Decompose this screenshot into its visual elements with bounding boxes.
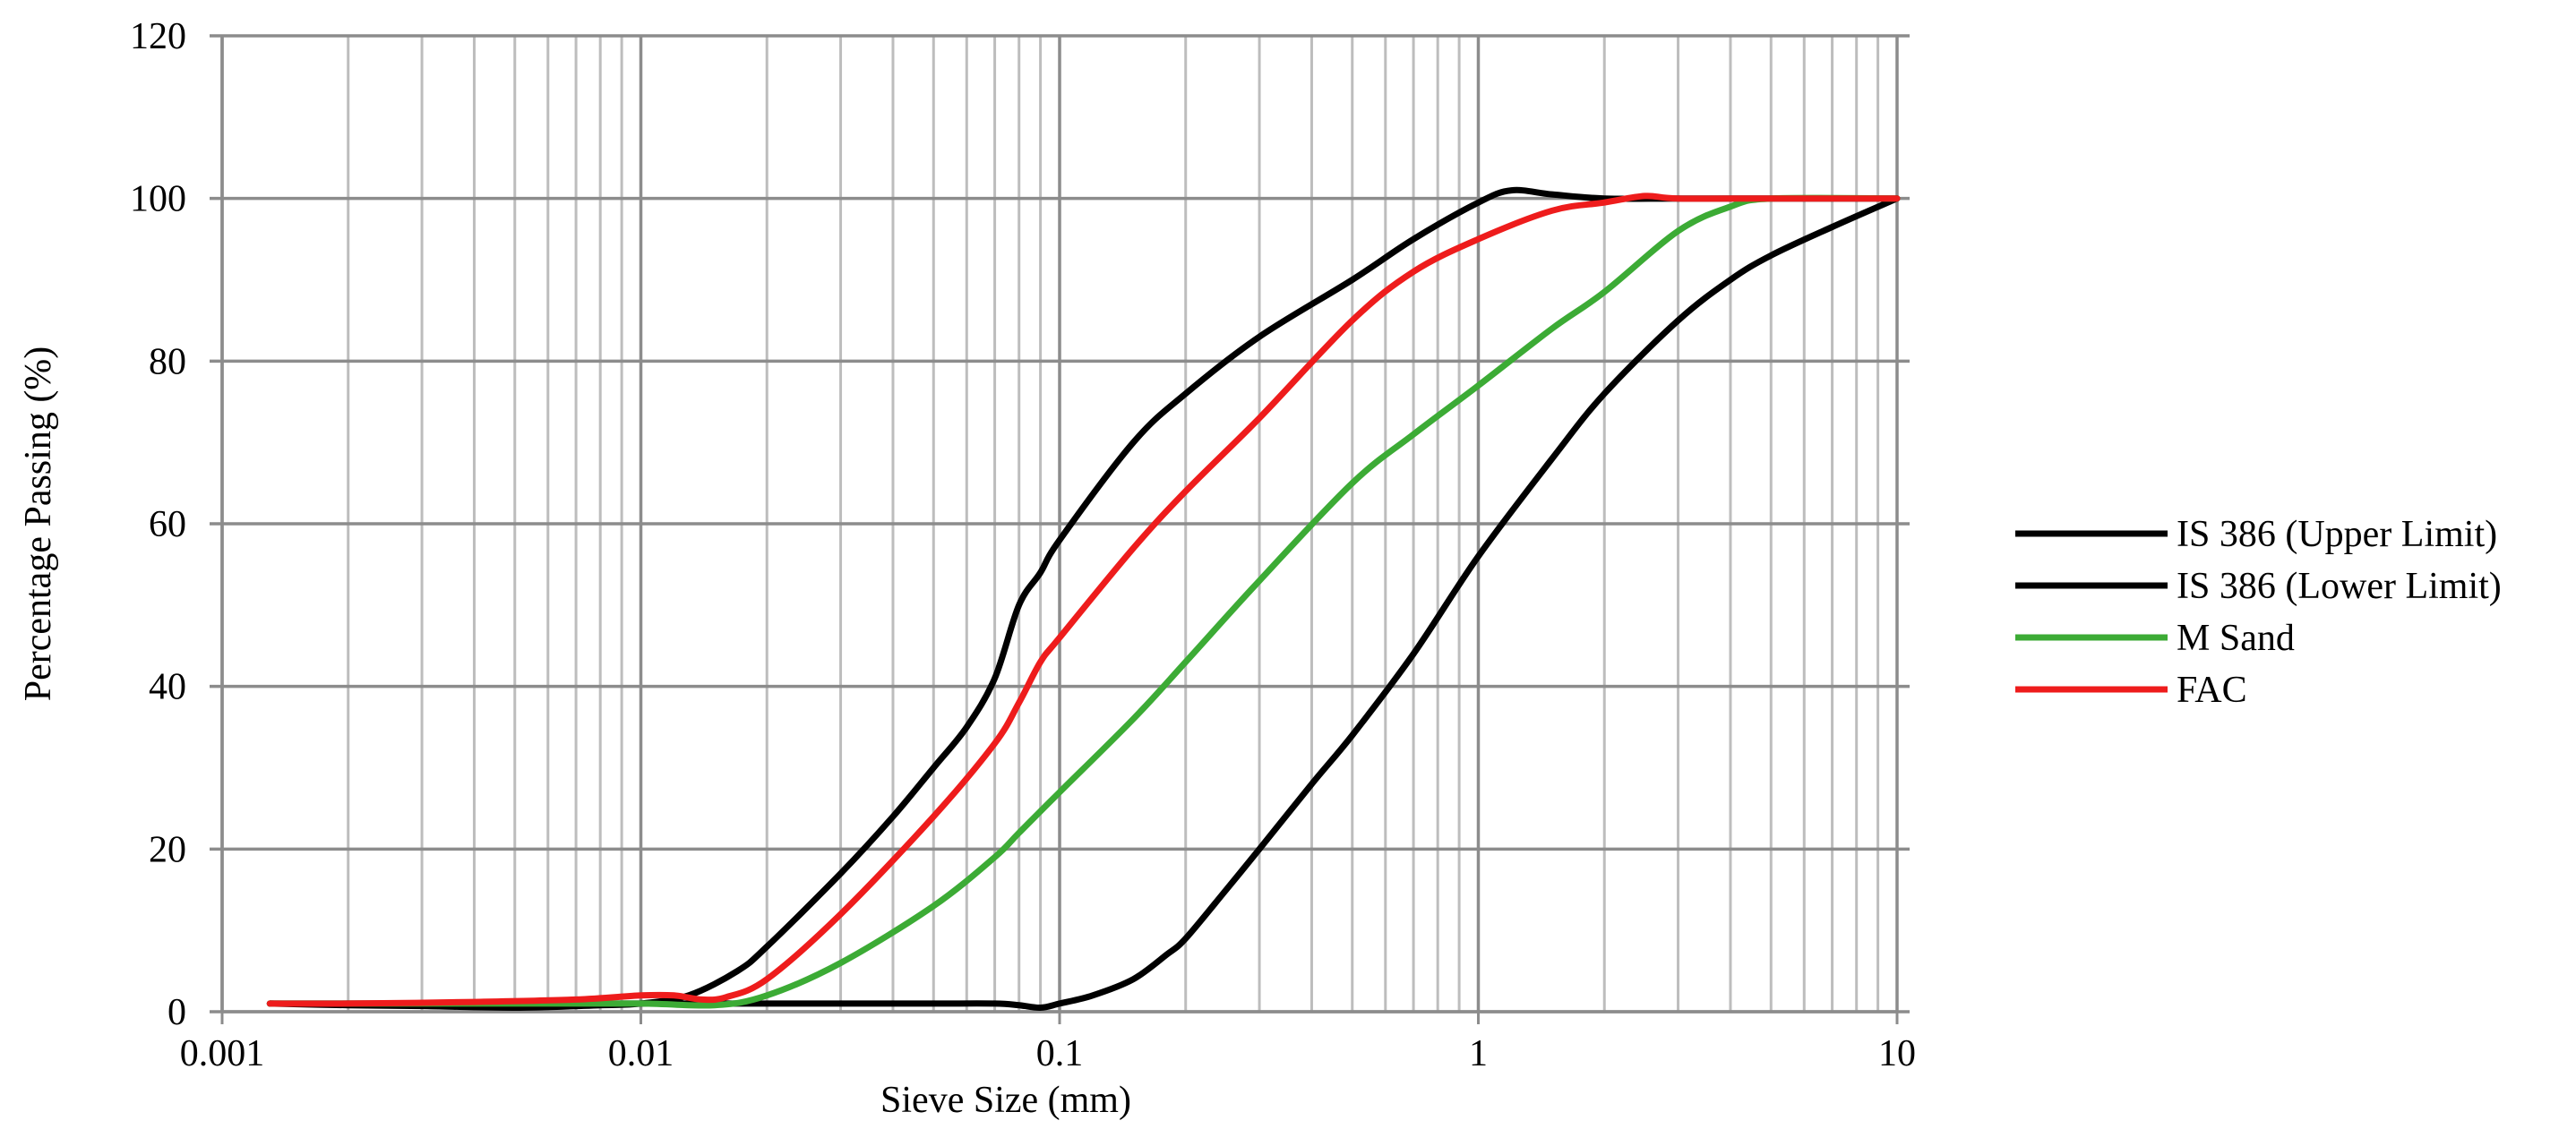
y-tick-label: 0 (167, 992, 186, 1033)
x-tick-label: 0.01 (608, 1033, 674, 1074)
y-tick-label: 80 (149, 341, 186, 382)
x-tick-label: 10 (1878, 1033, 1916, 1074)
series-line-4 (266, 192, 1901, 1007)
legend-label-4: FAC (2177, 670, 2247, 711)
y-axis-title: Percentage Passing (%) (18, 346, 59, 702)
y-tick-label: 60 (149, 504, 186, 545)
series-line-3 (266, 194, 1901, 1009)
x-tick-label: 0.1 (1036, 1033, 1084, 1074)
y-tick-label: 120 (130, 16, 186, 57)
x-tick-label: 1 (1469, 1033, 1488, 1074)
legend-label-2: IS 386 (Lower Limit) (2177, 566, 2502, 607)
series-lines (266, 186, 1901, 1012)
axes (220, 36, 1897, 1014)
grid-lines (210, 34, 1910, 1024)
legend-label-1: IS 386 (Upper Limit) (2177, 514, 2497, 555)
legend: IS 386 (Upper Limit) IS 386 (Lower Limit)… (2015, 514, 2502, 711)
x-tick-label: 0.001 (180, 1033, 265, 1074)
y-tick-label: 20 (149, 829, 186, 870)
y-tick-label: 40 (149, 667, 186, 708)
legend-label-3: M Sand (2177, 618, 2295, 659)
y-tick-label: 100 (130, 179, 186, 220)
x-axis-title: Sieve Size (mm) (880, 1080, 1131, 1121)
